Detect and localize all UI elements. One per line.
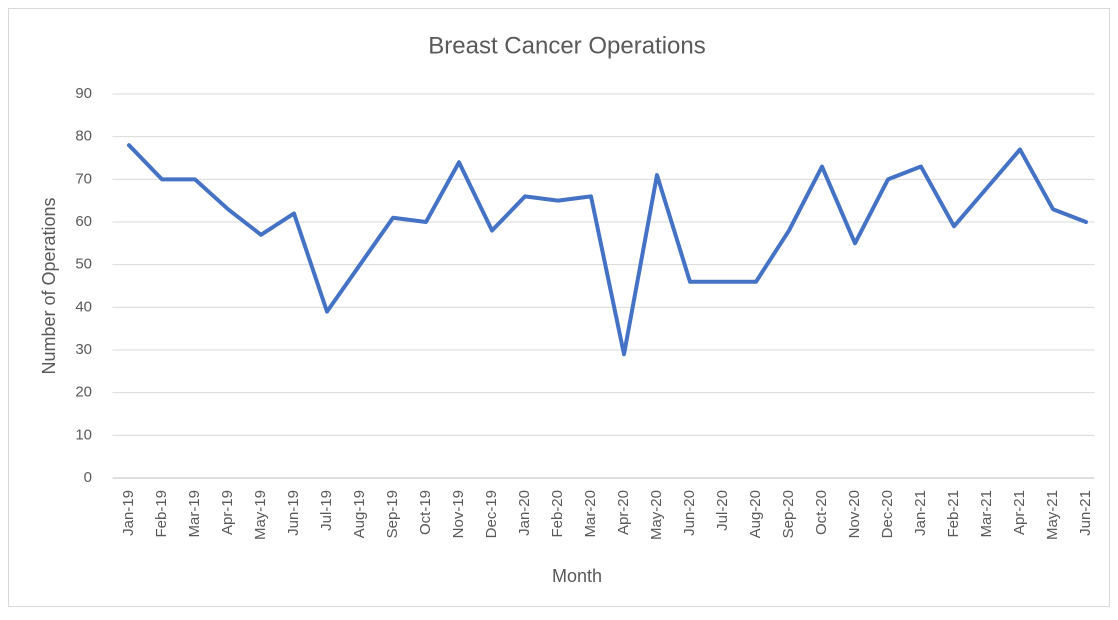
x-tick-label: Feb-21	[945, 490, 962, 538]
y-tick-label: 10	[75, 426, 92, 443]
y-tick-label: 60	[75, 213, 92, 230]
x-tick-label: Mar-21	[978, 490, 995, 538]
x-tick-label: Nov-19	[450, 490, 467, 538]
x-tick-label: Sep-19	[384, 490, 401, 538]
x-tick-label: Mar-19	[186, 490, 203, 538]
x-tick-label: Jun-20	[681, 490, 698, 536]
y-tick-label: 50	[75, 256, 92, 273]
x-tick-label: Jan-20	[516, 490, 533, 536]
x-tick-label: Nov-20	[846, 490, 863, 538]
y-tick-label: 90	[75, 85, 92, 102]
x-tick-label: Aug-20	[747, 490, 764, 538]
y-axis-label: Number of Operations	[39, 197, 59, 374]
x-tick-label: Oct-20	[813, 490, 830, 535]
x-tick-label: May-20	[648, 490, 665, 540]
y-tick-label: 20	[75, 384, 92, 401]
x-tick-label: Oct-19	[417, 490, 434, 535]
x-tick-label: Apr-21	[1011, 490, 1028, 535]
x-tick-label: May-21	[1044, 490, 1061, 540]
x-axis-label: Month	[552, 566, 602, 586]
x-tick-label: Jul-19	[318, 490, 335, 531]
line-series	[127, 143, 1088, 357]
y-tick-label: 0	[84, 469, 92, 486]
y-tick-label: 80	[75, 128, 92, 145]
x-tick-label: Jul-20	[714, 490, 731, 531]
x-tick-label: Apr-19	[219, 490, 236, 535]
x-tick-label: Dec-19	[483, 490, 500, 538]
x-tick-label: Jun-21	[1077, 490, 1094, 536]
x-tick-label: Sep-20	[780, 490, 797, 538]
y-tick-label: 40	[75, 298, 92, 315]
x-tick-label: Feb-19	[153, 490, 170, 538]
x-tick-label: Dec-20	[879, 490, 896, 538]
x-tick-label: Feb-20	[549, 490, 566, 538]
x-tick-label: Jan-19	[120, 490, 137, 536]
chart-title: Breast Cancer Operations	[428, 32, 705, 59]
x-tick-label: Jan-21	[912, 490, 929, 536]
y-tick-label: 30	[75, 341, 92, 358]
x-tick-label: May-19	[252, 490, 269, 540]
y-tick-label: 70	[75, 170, 92, 187]
x-tick-label: Apr-20	[615, 490, 632, 535]
x-tick-label: Aug-19	[351, 490, 368, 538]
x-tick-label: Jun-19	[285, 490, 302, 536]
x-tick-label: Mar-20	[582, 490, 599, 538]
